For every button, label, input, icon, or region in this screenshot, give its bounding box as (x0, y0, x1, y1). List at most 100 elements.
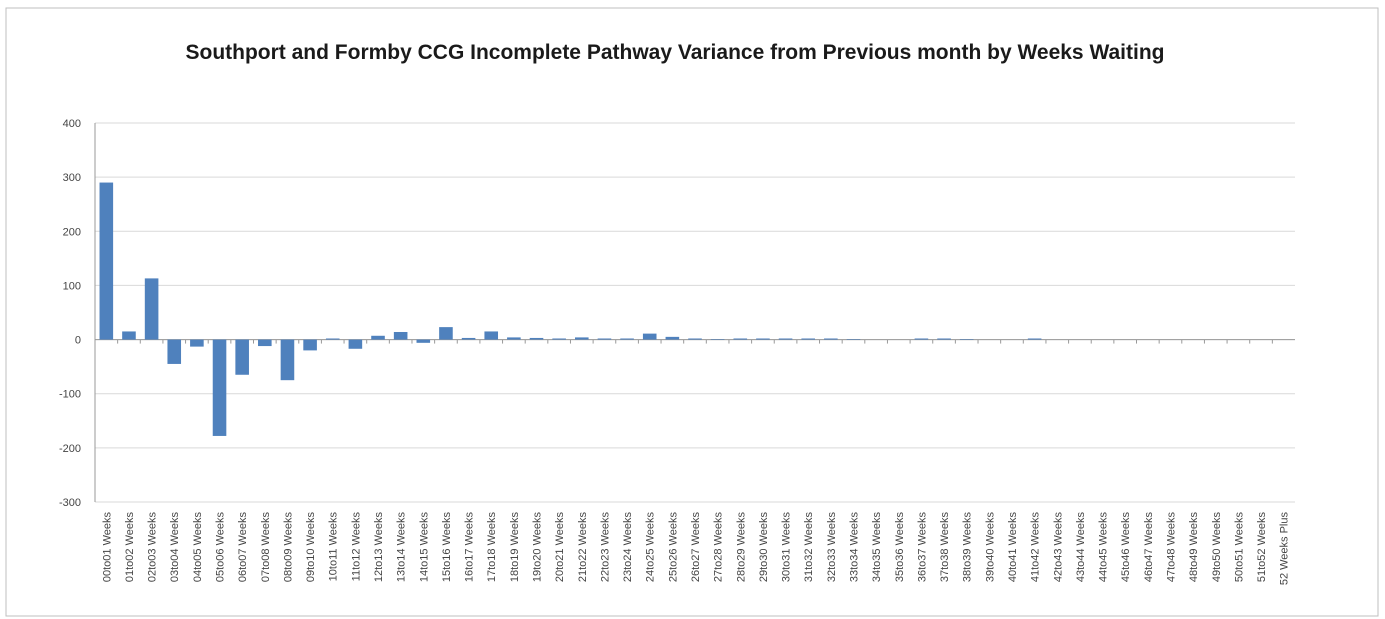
x-tick-label: 05to06 Weeks (215, 512, 227, 583)
x-tick-label: 39to40 Weeks (984, 512, 996, 583)
x-tick-label: 40to41 Weeks (1007, 512, 1019, 583)
x-tick-label: 16to17 Weeks (464, 512, 476, 583)
bar (167, 339, 182, 364)
x-tick-label: 19to20 Weeks (532, 512, 544, 583)
x-tick-label: 52 Weeks Plus (1279, 512, 1291, 586)
x-tick-label: 50to51 Weeks (1233, 512, 1245, 583)
bar (710, 339, 725, 340)
x-tick-label: 02to03 Weeks (147, 512, 159, 583)
bar (575, 337, 589, 340)
x-tick-label: 25to26 Weeks (667, 512, 679, 583)
bar (235, 339, 249, 375)
x-tick-label: 13to14 Weeks (396, 512, 408, 583)
x-tick-label: 28to29 Weeks (735, 512, 747, 583)
bar (937, 338, 951, 340)
x-tick-label: 27to28 Weeks (713, 512, 725, 583)
x-tick-label: 31to32 Weeks (803, 512, 815, 583)
x-tick-label: 41to42 Weeks (1030, 512, 1042, 583)
x-tick-label: 33to34 Weeks (848, 512, 860, 583)
bar (280, 339, 295, 381)
x-tick-label: 03to04 Weeks (169, 512, 181, 583)
bar (756, 338, 770, 340)
x-tick-label: 23to24 Weeks (622, 512, 634, 583)
bar (144, 278, 159, 340)
x-tick-label: 06to07 Weeks (237, 512, 249, 583)
x-tick-label: 09to10 Weeks (305, 512, 317, 583)
bar (914, 338, 929, 340)
bar (778, 338, 793, 340)
x-tick-label: 38to39 Weeks (962, 512, 974, 583)
bar (507, 337, 521, 340)
x-tick-label: 46to47 Weeks (1143, 512, 1155, 583)
bar (439, 327, 453, 340)
x-tick-label: 21to22 Weeks (577, 512, 589, 583)
y-tick-label: 400 (63, 118, 81, 130)
x-tick-label: 30to31 Weeks (781, 512, 793, 583)
x-tick-label: 35to36 Weeks (894, 512, 906, 583)
bar (824, 338, 838, 340)
y-tick-label: 100 (63, 280, 81, 292)
bar (303, 339, 317, 351)
x-tick-label: 14to15 Weeks (418, 512, 430, 583)
x-tick-label: 48to49 Weeks (1188, 512, 1200, 583)
bar (597, 338, 612, 340)
bar (642, 333, 657, 340)
x-tick-label: 43to44 Weeks (1075, 512, 1087, 583)
x-tick-label: 32to33 Weeks (826, 512, 838, 583)
bar (325, 338, 340, 340)
x-tick-label: 49to50 Weeks (1211, 512, 1223, 583)
bar (733, 338, 748, 340)
bar (122, 331, 136, 340)
x-tick-label: 45to46 Weeks (1120, 512, 1132, 583)
bar (688, 338, 702, 340)
x-tick-label: 18to19 Weeks (509, 512, 521, 583)
y-tick-label: 300 (63, 172, 81, 184)
bar (348, 339, 363, 349)
bar (801, 338, 815, 340)
x-tick-label: 00to01 Weeks (101, 512, 113, 583)
x-tick-label: 42to43 Weeks (1052, 512, 1064, 583)
x-tick-label: 10to11 Weeks (328, 512, 340, 582)
bar (371, 335, 385, 340)
y-tick-label: -200 (59, 443, 81, 455)
x-tick-label: 11to12 Weeks (350, 512, 362, 582)
bar (99, 182, 114, 340)
x-tick-label: 12to13 Weeks (373, 512, 385, 583)
bar (552, 338, 566, 340)
y-tick-label: -100 (59, 389, 81, 401)
x-tick-label: 24to25 Weeks (645, 512, 657, 583)
y-tick-label: 0 (75, 335, 81, 347)
x-tick-label: 01to02 Weeks (124, 512, 136, 583)
x-tick-label: 47to48 Weeks (1165, 512, 1177, 583)
bar (620, 338, 634, 340)
bar (665, 336, 680, 340)
y-tick-label: -300 (59, 497, 81, 509)
x-tick-label: 04to05 Weeks (192, 512, 204, 583)
x-tick-label: 26to27 Weeks (690, 512, 702, 583)
bar (959, 339, 974, 340)
bar (484, 331, 499, 340)
x-tick-label: 07to08 Weeks (260, 512, 272, 583)
x-tick-label: 22to23 Weeks (599, 512, 611, 583)
x-tick-label: 37to38 Weeks (939, 512, 951, 583)
x-tick-label: 29to30 Weeks (758, 512, 770, 583)
bar (461, 337, 476, 340)
x-tick-label: 08to09 Weeks (282, 512, 294, 583)
bar (190, 339, 204, 347)
chart-border (5, 7, 1379, 617)
y-tick-label: 200 (63, 226, 81, 238)
bar (1027, 338, 1042, 340)
bar (846, 339, 861, 340)
x-tick-label: 15to16 Weeks (441, 512, 453, 583)
x-tick-label: 20to21 Weeks (554, 512, 566, 583)
chart-title: Southport and Formby CCG Incomplete Path… (185, 41, 1165, 64)
bar (258, 339, 272, 347)
x-tick-label: 44to45 Weeks (1098, 512, 1110, 583)
bar (529, 337, 544, 340)
x-tick-label: 17to18 Weeks (486, 512, 498, 583)
bar (416, 339, 431, 343)
bar (212, 339, 227, 436)
bar (393, 331, 408, 340)
